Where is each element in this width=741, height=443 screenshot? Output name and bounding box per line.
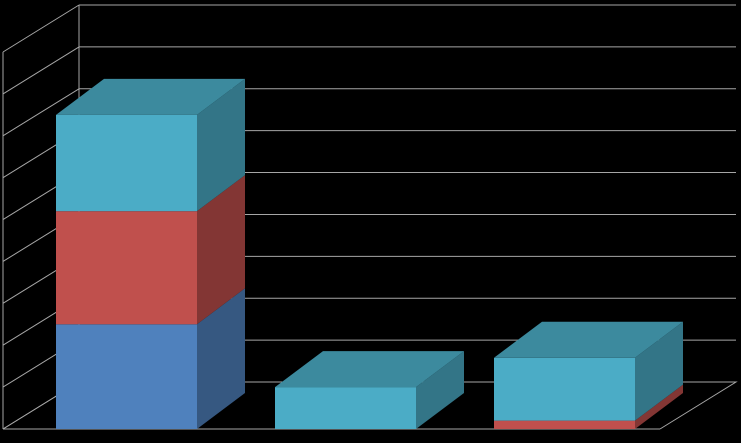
bar-1-series-2-front — [56, 211, 197, 325]
bar-3-series-3-side — [635, 321, 683, 421]
bars — [56, 78, 683, 429]
gridline-wall-8 — [2, 46, 80, 95]
bar-3-series-2-front — [494, 420, 635, 429]
bar-1-series-2-side — [197, 175, 245, 325]
bar-3-series-3-front — [494, 357, 635, 421]
gridline-wall-7 — [2, 88, 80, 137]
bar-1-series-1-front — [56, 324, 197, 429]
bar-3-series-2-side — [635, 384, 683, 429]
bar-2-series-3-side — [416, 351, 464, 429]
bar-2-series-3-top — [275, 351, 464, 388]
bar-1-series-3-top — [56, 78, 245, 115]
bar-1-series-3-side — [197, 78, 245, 212]
bar-1-series-1-side — [197, 288, 245, 429]
gridline-wall-9 — [2, 4, 80, 53]
bar-1-series-3-front — [56, 114, 197, 212]
bar-2-series-3-front — [275, 387, 416, 429]
bar-3-series-3-top — [494, 321, 683, 358]
